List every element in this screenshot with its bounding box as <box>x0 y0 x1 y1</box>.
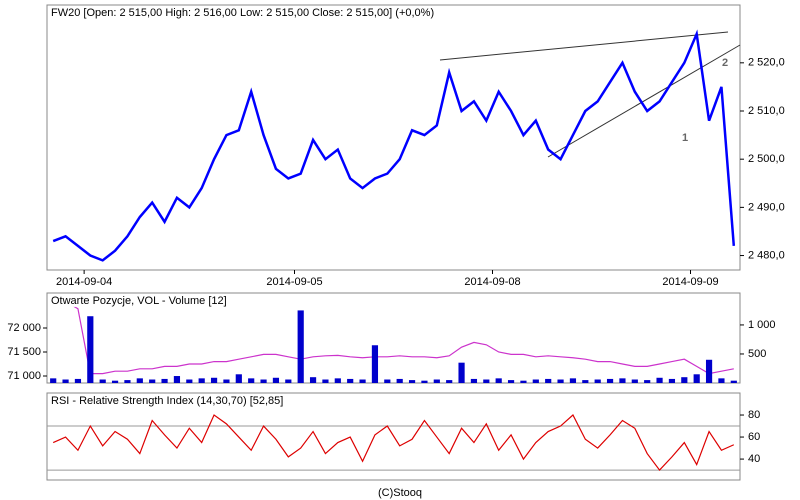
volume-bar <box>371 345 379 383</box>
volume-bar <box>198 378 205 383</box>
volume-bar <box>136 378 143 383</box>
volume-bar <box>520 380 527 383</box>
volume-bar <box>470 378 478 383</box>
volume-bar <box>173 376 181 383</box>
volume-panel <box>46 292 741 384</box>
panel-title: RSI - Relative Strength Index (14,30,70)… <box>51 395 283 407</box>
footer: (C)Stooq <box>378 487 422 499</box>
x-tick-label: 2014-09-05 <box>266 276 322 288</box>
volume-bar <box>507 380 515 383</box>
volume-bar <box>87 316 94 383</box>
y-tick-label: 2 510,0 <box>748 105 785 117</box>
volume-bar <box>74 378 82 383</box>
volume-bar <box>124 380 131 383</box>
volume-bar <box>705 359 713 383</box>
volume-bar <box>334 378 341 383</box>
volume-bar <box>718 378 725 383</box>
volume-bar <box>285 379 292 383</box>
y-tick-label: 2 520,0 <box>748 57 785 69</box>
volume-bar <box>248 378 255 383</box>
volume-bar <box>62 379 69 383</box>
y-tick-label: 40 <box>748 453 760 465</box>
y-tick-label: 2 490,0 <box>748 201 785 213</box>
y-tick-label: 72 000 <box>7 322 41 334</box>
volume-bar <box>272 377 280 383</box>
x-tick-label: 2014-09-09 <box>662 276 718 288</box>
volume-bar <box>606 378 614 383</box>
volume-bar <box>161 378 168 383</box>
volume-bar <box>619 378 626 383</box>
volume-bar <box>483 379 490 383</box>
y-tick-label: 71 000 <box>7 370 41 382</box>
volume-bar <box>99 379 106 383</box>
volume-bar <box>569 378 577 383</box>
annotation: 1 <box>682 132 688 144</box>
volume-bar <box>408 380 416 383</box>
volume-bar <box>322 379 329 383</box>
volume-bar <box>656 377 663 383</box>
volume-bar <box>693 374 700 383</box>
x-tick-label: 2014-09-08 <box>464 276 520 288</box>
volume-bar <box>235 374 242 383</box>
volume-bar <box>446 380 453 383</box>
volume-bar <box>210 377 218 383</box>
volume-bar <box>149 379 156 383</box>
series-line <box>52 29 736 262</box>
volume-bar <box>433 379 440 383</box>
volume-bar <box>532 379 539 383</box>
x-tick-label: 2014-09-04 <box>56 276 112 288</box>
volume-bar <box>458 362 465 383</box>
volume-bar <box>309 377 317 383</box>
volume-bar <box>359 379 366 383</box>
volume-bar <box>557 379 564 383</box>
volume-bar <box>297 310 304 383</box>
volume-bar <box>644 380 651 383</box>
volume-bar <box>421 380 428 383</box>
volume-bar <box>594 379 601 383</box>
volume-bar <box>631 379 638 383</box>
volume-bar <box>545 378 552 383</box>
series-line <box>52 414 735 472</box>
y-tick-label: 2 500,0 <box>748 153 785 165</box>
volume-bar <box>186 379 193 383</box>
y-tick-label: 2 480,0 <box>748 249 785 261</box>
volume-bar <box>730 380 737 383</box>
volume-bar <box>384 379 391 383</box>
panel-title-bg <box>49 6 437 19</box>
annotation: 2 <box>722 57 728 69</box>
panel-title: FW20 [Open: 2 515,00 High: 2 516,00 Low:… <box>51 7 434 19</box>
volume-bar <box>260 379 267 383</box>
y2-tick-label: 1 000 <box>748 319 776 331</box>
y-tick-label: 71 500 <box>7 346 41 358</box>
volume-bar <box>668 378 676 383</box>
volume-bar <box>582 380 589 383</box>
volume-bar <box>347 378 354 383</box>
series-line <box>53 298 734 375</box>
panel-title-bg <box>49 294 229 307</box>
volume-bar <box>223 379 230 383</box>
volume-bar <box>396 378 403 383</box>
panel-title: Otwarte Pozycje, VOL - Volume [12] <box>51 295 227 307</box>
panel-title-bg <box>49 394 286 407</box>
trend-line <box>439 31 729 61</box>
y-tick-label: 80 <box>748 409 760 421</box>
volume-bar <box>50 378 57 383</box>
volume-bar <box>495 378 502 383</box>
price-panel <box>46 4 741 271</box>
volume-bar <box>111 380 119 383</box>
y-tick-label: 60 <box>748 431 760 443</box>
volume-bar <box>681 377 688 383</box>
trend-line <box>547 44 741 158</box>
y2-tick-label: 500 <box>748 348 766 360</box>
